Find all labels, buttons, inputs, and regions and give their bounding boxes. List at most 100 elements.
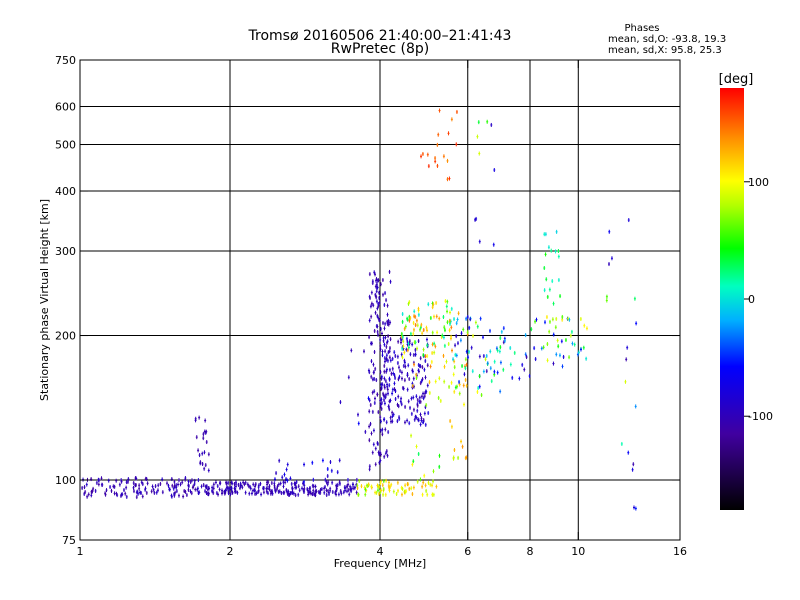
data-point: [369, 421, 372, 426]
data-point: [577, 350, 580, 355]
data-point: [297, 484, 300, 489]
data-point: [438, 108, 441, 113]
data-point: [450, 325, 453, 330]
data-point: [202, 483, 205, 488]
data-point: [400, 396, 403, 401]
data-point: [419, 399, 422, 404]
data-point: [420, 416, 423, 421]
data-point: [387, 334, 390, 339]
data-point: [441, 333, 444, 338]
data-point: [406, 372, 409, 377]
data-point: [446, 158, 449, 163]
data-point: [293, 481, 296, 486]
data-point: [633, 296, 636, 301]
data-point: [153, 490, 156, 495]
data-point: [393, 373, 396, 378]
data-point: [224, 488, 227, 493]
data-point: [391, 366, 394, 371]
data-point: [382, 479, 385, 484]
data-point: [464, 377, 467, 382]
data-point: [387, 350, 390, 355]
data-point: [414, 414, 417, 419]
data-point: [367, 482, 370, 487]
data-point: [198, 490, 201, 495]
data-point: [559, 294, 562, 299]
y-tick-label: 600: [55, 101, 76, 114]
data-point: [387, 318, 390, 323]
data-point: [405, 347, 408, 352]
data-point: [393, 350, 396, 355]
data-point: [388, 376, 391, 381]
data-point: [194, 416, 197, 421]
data-point: [438, 464, 441, 469]
data-point: [138, 483, 141, 488]
data-point: [499, 360, 502, 365]
data-point: [378, 318, 381, 323]
data-point: [387, 322, 390, 327]
data-point: [412, 331, 415, 336]
data-point: [405, 336, 408, 341]
data-point: [379, 419, 382, 424]
data-point: [383, 342, 386, 347]
data-point: [326, 467, 329, 472]
data-point: [120, 479, 123, 484]
data-point: [464, 366, 467, 371]
data-point: [331, 489, 334, 494]
data-point: [394, 353, 397, 358]
data-point: [370, 314, 373, 319]
data-point: [493, 359, 496, 364]
data-point: [404, 483, 407, 488]
data-point: [301, 486, 304, 491]
data-point: [465, 349, 468, 354]
data-point: [382, 487, 385, 492]
data-point: [87, 492, 90, 497]
data-point: [435, 300, 438, 305]
data-point: [462, 327, 465, 332]
data-point: [543, 266, 546, 271]
data-point: [352, 486, 355, 491]
data-point: [439, 398, 442, 403]
data-point: [410, 411, 413, 416]
data-point: [554, 249, 557, 254]
data-point: [368, 335, 371, 340]
data-point: [455, 334, 458, 339]
data-point: [325, 492, 328, 497]
data-point: [632, 462, 635, 467]
data-point: [555, 316, 558, 321]
data-point: [534, 357, 537, 362]
data-point: [175, 489, 178, 494]
data-point: [635, 321, 638, 326]
data-point: [357, 421, 360, 426]
data-point: [194, 487, 197, 492]
data-point: [334, 491, 337, 496]
data-point: [370, 290, 373, 295]
data-point: [455, 142, 458, 147]
data-point: [94, 488, 97, 493]
data-point: [298, 488, 301, 493]
data-point: [259, 481, 262, 486]
data-point: [342, 490, 345, 495]
legend-line-x: mean, sd,X: 95.8, 25.3: [608, 45, 722, 56]
data-point: [500, 329, 503, 334]
data-point: [257, 485, 260, 490]
data-point: [431, 305, 434, 310]
data-point: [369, 341, 372, 346]
data-point: [376, 488, 379, 493]
data-point: [552, 361, 555, 366]
data-point: [449, 419, 452, 424]
data-point: [424, 483, 427, 488]
data-point: [381, 427, 384, 432]
data-point: [421, 331, 424, 336]
data-point: [279, 481, 282, 486]
data-point: [466, 315, 469, 320]
data-point: [403, 350, 406, 355]
data-point: [273, 483, 276, 488]
data-point: [122, 488, 125, 493]
data-point: [138, 486, 141, 491]
data-point: [201, 451, 204, 456]
data-point: [411, 368, 414, 373]
data-point: [396, 354, 399, 359]
data-point: [205, 440, 208, 445]
data-point: [324, 485, 327, 490]
data-point: [417, 452, 420, 457]
